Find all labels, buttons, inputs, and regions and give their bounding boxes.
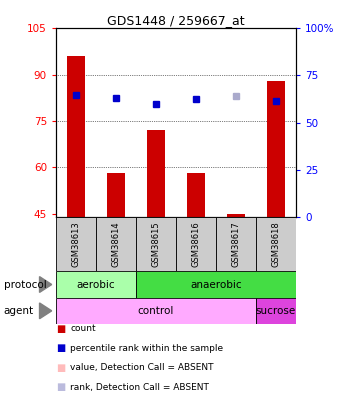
Text: sucrose: sucrose xyxy=(256,306,296,316)
Bar xyxy=(56,298,256,324)
Text: value, Detection Call = ABSENT: value, Detection Call = ABSENT xyxy=(70,363,214,372)
Text: protocol: protocol xyxy=(4,279,46,290)
Text: percentile rank within the sample: percentile rank within the sample xyxy=(70,344,223,353)
Polygon shape xyxy=(40,303,52,319)
Bar xyxy=(67,56,85,217)
Text: ■: ■ xyxy=(56,382,65,392)
Polygon shape xyxy=(40,277,52,292)
Bar xyxy=(176,217,216,271)
Bar xyxy=(136,271,296,298)
Bar xyxy=(267,81,285,217)
Text: GSM38613: GSM38613 xyxy=(71,221,81,267)
Bar xyxy=(136,217,176,271)
Text: GSM38617: GSM38617 xyxy=(231,221,240,267)
Bar xyxy=(227,214,245,217)
Bar xyxy=(56,271,136,298)
Text: GSM38616: GSM38616 xyxy=(191,221,200,267)
Bar xyxy=(256,298,296,324)
Bar xyxy=(256,217,296,271)
Text: GSM38618: GSM38618 xyxy=(271,221,280,267)
Text: rank, Detection Call = ABSENT: rank, Detection Call = ABSENT xyxy=(70,383,209,392)
Text: ■: ■ xyxy=(56,363,65,373)
Text: GSM38615: GSM38615 xyxy=(152,221,161,267)
Text: agent: agent xyxy=(4,306,34,316)
Bar xyxy=(187,173,205,217)
Title: GDS1448 / 259667_at: GDS1448 / 259667_at xyxy=(107,14,245,27)
Text: anaerobic: anaerobic xyxy=(190,279,242,290)
Text: count: count xyxy=(70,324,96,333)
Bar xyxy=(56,217,96,271)
Bar xyxy=(147,130,165,217)
Bar xyxy=(216,217,256,271)
Text: GSM38614: GSM38614 xyxy=(112,221,121,267)
Text: control: control xyxy=(138,306,174,316)
Text: ■: ■ xyxy=(56,343,65,353)
Bar xyxy=(107,173,125,217)
Text: ■: ■ xyxy=(56,324,65,334)
Bar xyxy=(96,217,136,271)
Text: aerobic: aerobic xyxy=(77,279,115,290)
